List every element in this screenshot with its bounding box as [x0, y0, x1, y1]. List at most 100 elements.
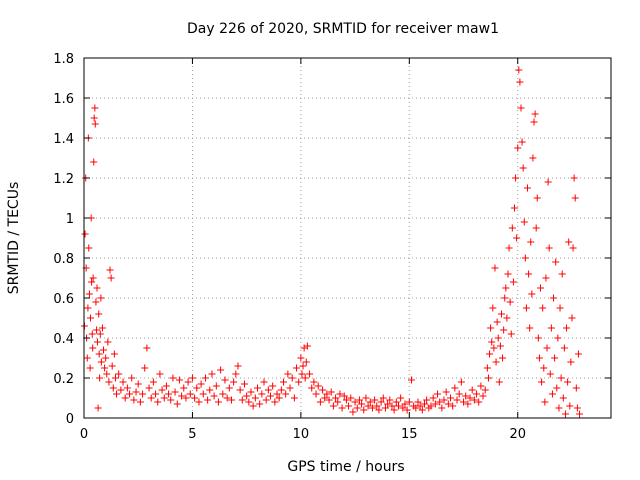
data-point: [249, 402, 257, 410]
data-point: [214, 398, 222, 406]
data-point: [512, 174, 520, 182]
data-point: [160, 394, 168, 402]
data-point: [489, 304, 497, 312]
data-point: [540, 364, 548, 372]
data-point: [548, 390, 556, 398]
y-tick-label: 0.4: [53, 332, 74, 347]
x-tick-label: 10: [293, 427, 310, 442]
data-point: [227, 396, 235, 404]
data-point: [310, 378, 318, 386]
data-point: [457, 378, 465, 386]
data-point: [89, 274, 97, 282]
data-point: [173, 400, 181, 408]
data-point: [362, 394, 370, 402]
data-point: [381, 404, 389, 412]
data-point: [515, 66, 523, 74]
data-point: [325, 396, 333, 404]
data-point: [371, 396, 379, 404]
data-point: [103, 370, 111, 378]
data-point: [487, 324, 495, 332]
data-point: [495, 378, 503, 386]
data-point: [87, 314, 95, 322]
data-point: [208, 370, 216, 378]
data-point: [527, 238, 535, 246]
data-point: [81, 230, 89, 238]
data-point: [256, 400, 264, 408]
y-tick-label: 1: [66, 212, 74, 227]
data-point: [558, 270, 566, 278]
y-axis-label: SRMTID / TECUs: [6, 182, 22, 295]
data-point: [394, 402, 402, 410]
data-point: [89, 344, 97, 352]
data-point: [182, 394, 190, 402]
data-point: [423, 396, 431, 404]
data-point: [440, 396, 448, 404]
data-point: [91, 104, 99, 112]
data-point: [175, 376, 183, 384]
data-point: [245, 398, 253, 406]
data-point: [121, 394, 129, 402]
data-point: [113, 390, 121, 398]
y-tick-label: 0.8: [53, 252, 74, 267]
y-tick-label: 1.4: [53, 132, 74, 147]
data-point: [388, 402, 396, 410]
y-tick-label: 0.2: [53, 372, 74, 387]
data-point: [444, 400, 452, 408]
data-point: [513, 234, 521, 242]
data-point: [98, 324, 106, 332]
data-point: [338, 404, 346, 412]
data-point: [210, 392, 218, 400]
data-point: [386, 396, 394, 404]
data-point: [556, 304, 564, 312]
data-point: [453, 396, 461, 404]
data-point: [483, 364, 491, 372]
data-point: [542, 274, 550, 282]
data-point: [253, 384, 261, 392]
data-point: [427, 402, 435, 410]
data-point: [475, 398, 483, 406]
data-point: [501, 294, 509, 302]
x-tick-label: 5: [188, 427, 196, 442]
data-point: [494, 334, 502, 342]
data-point: [93, 326, 101, 334]
data-point: [520, 218, 528, 226]
data-point: [358, 400, 366, 408]
data-point: [319, 386, 327, 394]
data-point: [418, 406, 426, 414]
data-point: [264, 386, 272, 394]
data-point: [368, 404, 376, 412]
x-tick-label: 20: [509, 427, 526, 442]
data-point: [564, 378, 572, 386]
data-point: [119, 378, 127, 386]
data-point: [306, 370, 314, 378]
data-point: [366, 398, 374, 406]
data-point: [145, 384, 153, 392]
data-point: [271, 398, 279, 406]
y-tick-label: 0.6: [53, 292, 74, 307]
data-point: [243, 392, 251, 400]
data-point: [528, 290, 536, 298]
data-point: [332, 394, 340, 402]
data-point: [493, 318, 501, 326]
x-axis-label: GPS time / hours: [287, 459, 404, 475]
x-tick-label: 0: [80, 427, 88, 442]
data-point: [436, 398, 444, 406]
data-point: [519, 164, 527, 172]
data-point: [167, 396, 175, 404]
data-point: [236, 386, 244, 394]
data-point: [191, 394, 199, 402]
data-point: [85, 244, 93, 252]
data-point: [149, 378, 157, 386]
data-point: [516, 78, 524, 86]
data-point: [545, 244, 553, 252]
data-point: [537, 284, 545, 292]
data-point: [502, 284, 510, 292]
y-tick-label: 0: [66, 412, 74, 427]
data-point: [442, 388, 450, 396]
data-point: [532, 224, 540, 232]
data-point: [96, 330, 104, 338]
data-point: [277, 386, 285, 394]
y-tick-label: 1.8: [53, 52, 74, 67]
data-point: [399, 404, 407, 412]
data-point: [234, 362, 242, 370]
